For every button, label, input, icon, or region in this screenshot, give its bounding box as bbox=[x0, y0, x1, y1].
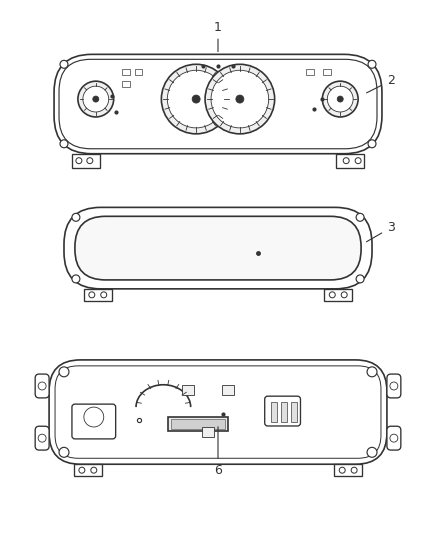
Bar bbox=[290, 402, 297, 422]
Circle shape bbox=[211, 70, 268, 128]
Circle shape bbox=[167, 70, 225, 128]
FancyBboxPatch shape bbox=[55, 366, 381, 458]
FancyBboxPatch shape bbox=[64, 207, 372, 289]
Circle shape bbox=[327, 86, 353, 112]
Circle shape bbox=[368, 140, 376, 148]
Circle shape bbox=[87, 158, 93, 164]
Circle shape bbox=[341, 292, 347, 298]
Text: 1: 1 bbox=[214, 20, 222, 52]
Bar bbox=[168, 417, 228, 431]
FancyBboxPatch shape bbox=[72, 404, 116, 439]
Bar bbox=[122, 81, 130, 87]
Bar bbox=[72, 154, 100, 168]
FancyBboxPatch shape bbox=[35, 374, 49, 398]
Circle shape bbox=[60, 140, 68, 148]
Circle shape bbox=[59, 367, 69, 377]
Bar bbox=[323, 69, 331, 75]
Circle shape bbox=[337, 96, 343, 102]
Circle shape bbox=[84, 407, 104, 427]
Circle shape bbox=[83, 86, 109, 112]
FancyBboxPatch shape bbox=[35, 426, 49, 450]
Circle shape bbox=[93, 96, 99, 102]
Circle shape bbox=[161, 64, 231, 134]
FancyBboxPatch shape bbox=[75, 216, 361, 280]
FancyBboxPatch shape bbox=[54, 54, 382, 154]
Circle shape bbox=[78, 81, 114, 117]
Circle shape bbox=[356, 213, 364, 221]
Circle shape bbox=[101, 292, 107, 298]
Circle shape bbox=[390, 382, 398, 390]
Bar bbox=[74, 464, 102, 476]
Circle shape bbox=[91, 467, 97, 473]
FancyBboxPatch shape bbox=[49, 360, 387, 464]
Circle shape bbox=[72, 275, 80, 283]
Bar bbox=[84, 289, 112, 301]
Text: 2: 2 bbox=[367, 74, 395, 93]
FancyBboxPatch shape bbox=[387, 374, 401, 398]
Bar bbox=[336, 154, 364, 168]
Circle shape bbox=[38, 382, 46, 390]
Bar bbox=[202, 427, 214, 437]
Bar bbox=[281, 402, 286, 422]
Circle shape bbox=[322, 81, 358, 117]
Bar bbox=[334, 464, 362, 476]
Circle shape bbox=[79, 467, 85, 473]
Circle shape bbox=[192, 95, 200, 103]
Text: 6: 6 bbox=[214, 427, 222, 477]
Circle shape bbox=[72, 213, 80, 221]
Bar bbox=[134, 69, 142, 75]
Circle shape bbox=[89, 292, 95, 298]
Circle shape bbox=[236, 95, 244, 103]
Circle shape bbox=[205, 64, 275, 134]
Circle shape bbox=[367, 447, 377, 457]
Circle shape bbox=[355, 158, 361, 164]
Circle shape bbox=[351, 467, 357, 473]
Circle shape bbox=[60, 60, 68, 68]
Bar bbox=[171, 419, 225, 429]
Circle shape bbox=[329, 292, 335, 298]
Text: 3: 3 bbox=[367, 221, 395, 242]
Circle shape bbox=[343, 158, 349, 164]
Bar bbox=[307, 69, 314, 75]
Bar bbox=[324, 289, 352, 301]
Bar bbox=[271, 402, 277, 422]
FancyBboxPatch shape bbox=[387, 426, 401, 450]
Bar bbox=[182, 385, 194, 395]
Circle shape bbox=[368, 60, 376, 68]
Circle shape bbox=[76, 158, 82, 164]
Bar bbox=[122, 69, 130, 75]
Circle shape bbox=[356, 275, 364, 283]
Circle shape bbox=[367, 367, 377, 377]
Circle shape bbox=[390, 434, 398, 442]
FancyBboxPatch shape bbox=[265, 396, 300, 426]
Bar bbox=[222, 385, 234, 395]
FancyBboxPatch shape bbox=[59, 59, 377, 149]
Circle shape bbox=[38, 434, 46, 442]
Circle shape bbox=[59, 447, 69, 457]
Circle shape bbox=[339, 467, 345, 473]
